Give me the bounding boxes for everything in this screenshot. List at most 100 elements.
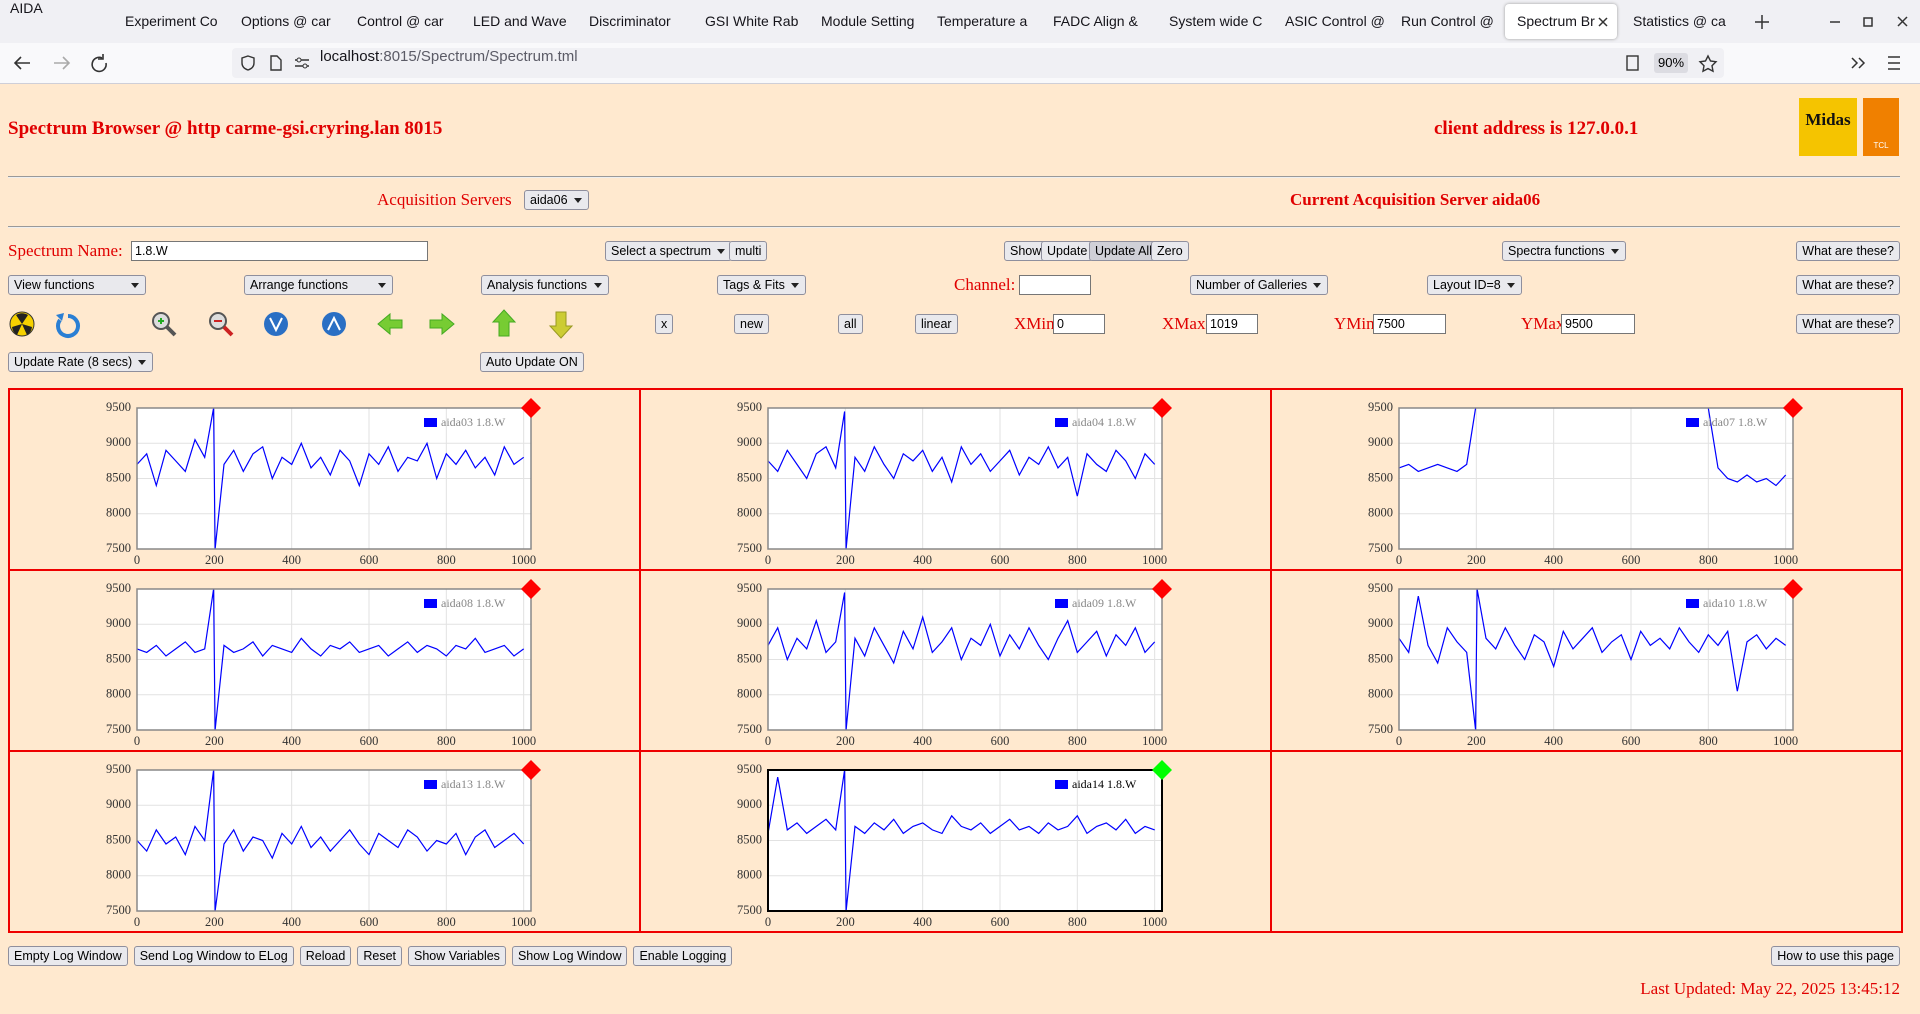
browser-tab[interactable]: LED and Wave bbox=[473, 13, 567, 29]
arrange-functions[interactable]: Arrange functions bbox=[244, 275, 393, 295]
tab-close[interactable] bbox=[1597, 16, 1609, 28]
layout-select[interactable]: Layout ID=8 bbox=[1427, 275, 1522, 295]
x-tick-label: 1000 bbox=[1142, 553, 1167, 567]
gallery-cell: 7500 8000 8500 9000 9500 0 200 400 600 800 1000 aid… bbox=[1272, 390, 1903, 571]
zoom-badge[interactable]: 90% bbox=[1654, 53, 1689, 73]
x-button[interactable]: x bbox=[655, 314, 674, 334]
browser-tab[interactable]: Spectrum Br bbox=[1505, 4, 1617, 39]
y-tick-label: 7500 bbox=[1368, 541, 1393, 555]
browser-tab[interactable]: Control @ car bbox=[357, 13, 444, 29]
spectrum-chart: 7500 8000 8500 9000 9500 0 200 400 600 800 1000 aid… bbox=[737, 579, 1172, 748]
x-tick-label: 0 bbox=[765, 915, 771, 929]
status-marker bbox=[1152, 760, 1172, 780]
footer-button[interactable]: Show Variables bbox=[408, 946, 506, 966]
plot-frame bbox=[136, 407, 532, 550]
browser-tab[interactable]: Experiment Co bbox=[125, 13, 218, 29]
browser-tab[interactable]: Temperature a bbox=[937, 13, 1028, 29]
ymax-label: YMax bbox=[1521, 314, 1565, 333]
x-tick-label: 1000 bbox=[1773, 734, 1798, 748]
tab-bar: AIDA Experiment Co Options @ car Control @… bbox=[0, 0, 1920, 43]
footer-button[interactable]: Reload bbox=[299, 946, 352, 966]
show-button[interactable]: Show bbox=[1004, 241, 1048, 261]
y-tick-label: 8500 bbox=[106, 832, 131, 846]
analysis-functions[interactable]: Analysis functions bbox=[481, 275, 609, 295]
new-button[interactable]: new bbox=[734, 314, 769, 334]
channel-label: Channel: bbox=[954, 275, 1016, 294]
spectrum-name-label: Spectrum Name: bbox=[8, 241, 123, 260]
help-button[interactable]: What are these? bbox=[1796, 275, 1900, 295]
update-button[interactable]: Update bbox=[1041, 241, 1094, 261]
data-line bbox=[136, 407, 525, 550]
gallery-cell: 7500 8000 8500 9000 9500 0 200 400 600 800 1000 aid… bbox=[10, 571, 641, 752]
browser-tab[interactable]: Discriminator bbox=[589, 13, 671, 29]
footer-button[interactable]: Reset bbox=[357, 946, 402, 966]
footer-button[interactable]: Send Log Window to ELog bbox=[133, 946, 294, 966]
current-server: Current Acquisition Server aida06 bbox=[1290, 190, 1541, 209]
help-button[interactable]: What are these? bbox=[1796, 314, 1900, 334]
help-button[interactable]: What are these? bbox=[1796, 241, 1900, 261]
window-controls[interactable] bbox=[1820, 10, 1920, 34]
ymin-input[interactable]: 7500 bbox=[1373, 314, 1446, 334]
xmin-input[interactable]: 0 bbox=[1053, 314, 1105, 334]
data-line bbox=[767, 592, 1156, 731]
ymax-input[interactable]: 9500 bbox=[1561, 314, 1635, 334]
gallery-cell: 7500 8000 8500 9000 9500 0 200 400 600 800 1000 aid… bbox=[1272, 571, 1903, 752]
x-tick-label: 200 bbox=[1467, 553, 1486, 567]
tags-fits[interactable]: Tags & Fits bbox=[717, 275, 806, 295]
update-rate[interactable]: Update Rate (8 secs) bbox=[8, 352, 154, 372]
browser-tab[interactable]: FADC Align & bbox=[1053, 13, 1138, 29]
server-select[interactable]: aida06 bbox=[524, 190, 589, 210]
url-bar[interactable]: localhost:8015/Spectrum/Spectrum.tml 90% bbox=[232, 48, 1724, 78]
x-tick-label: 800 bbox=[437, 915, 456, 929]
x-tick-label: 200 bbox=[205, 915, 224, 929]
status-marker bbox=[1152, 398, 1172, 418]
menu-icons[interactable] bbox=[1848, 51, 1912, 75]
status-marker bbox=[521, 579, 541, 599]
footer-button[interactable]: Show Log Window bbox=[511, 946, 628, 966]
toolbar-icons[interactable] bbox=[8, 306, 588, 342]
y-tick-label: 7500 bbox=[737, 722, 762, 736]
all-button[interactable]: all bbox=[838, 314, 863, 334]
linear-button[interactable]: linear bbox=[915, 314, 958, 334]
how-to-button[interactable]: How to use this page bbox=[1771, 946, 1900, 966]
footer-button[interactable]: Enable Logging bbox=[633, 946, 733, 966]
browser-tab[interactable]: Run Control @ bbox=[1401, 13, 1494, 29]
status-marker bbox=[521, 398, 541, 418]
zero-button[interactable]: Zero bbox=[1151, 241, 1189, 261]
x-tick-label: 1000 bbox=[511, 915, 536, 929]
x-tick-label: 400 bbox=[913, 915, 932, 929]
divider bbox=[8, 226, 1900, 228]
app-name: AIDA bbox=[10, 0, 43, 16]
data-line bbox=[136, 769, 525, 912]
x-tick-label: 400 bbox=[282, 553, 301, 567]
view-functions[interactable]: View functions bbox=[8, 275, 146, 295]
nav-buttons[interactable] bbox=[10, 51, 210, 75]
y-tick-label: 8000 bbox=[737, 868, 762, 882]
channel-input[interactable] bbox=[1019, 275, 1091, 295]
multi-button[interactable]: multi bbox=[729, 241, 768, 261]
browser-tab[interactable]: Module Setting bbox=[821, 13, 915, 29]
new-tab[interactable] bbox=[1750, 10, 1774, 34]
xmax-input[interactable]: 1019 bbox=[1206, 314, 1258, 334]
footer-button[interactable]: Empty Log Window bbox=[8, 946, 128, 966]
spectra-functions[interactable]: Spectra functions bbox=[1502, 241, 1626, 261]
browser-tab[interactable]: System wide C bbox=[1169, 13, 1263, 29]
browser-tab[interactable]: Options @ car bbox=[241, 13, 331, 29]
spectrum-name-input[interactable]: 1.8.W bbox=[131, 241, 428, 261]
auto-update-button[interactable]: Auto Update ON bbox=[480, 352, 584, 372]
select-spectrum[interactable]: Select a spectrum bbox=[605, 241, 733, 261]
update-all-button[interactable]: Update All bbox=[1089, 241, 1158, 261]
logo2-text: TCL bbox=[1873, 141, 1889, 150]
browser-tab[interactable]: ASIC Control @ bbox=[1285, 13, 1385, 29]
data-line bbox=[767, 411, 1156, 550]
x-tick-label: 200 bbox=[1467, 734, 1486, 748]
browser-tab[interactable]: GSI White Rab bbox=[705, 13, 799, 29]
gallery-cell: 7500 8000 8500 9000 9500 0 200 400 600 800 1000 aid… bbox=[641, 390, 1272, 571]
spectrum-chart: 7500 8000 8500 9000 9500 0 200 400 600 800 1000 aid… bbox=[106, 398, 541, 567]
y-tick-label: 7500 bbox=[106, 722, 131, 736]
gallery-cell: 7500 8000 8500 9000 9500 0 200 400 600 800 1000 aid… bbox=[10, 390, 641, 571]
galleries-select[interactable]: Number of Galleries bbox=[1190, 275, 1329, 295]
browser-tab[interactable]: Statistics @ ca bbox=[1633, 13, 1726, 29]
tab-close-icon bbox=[1598, 17, 1608, 27]
